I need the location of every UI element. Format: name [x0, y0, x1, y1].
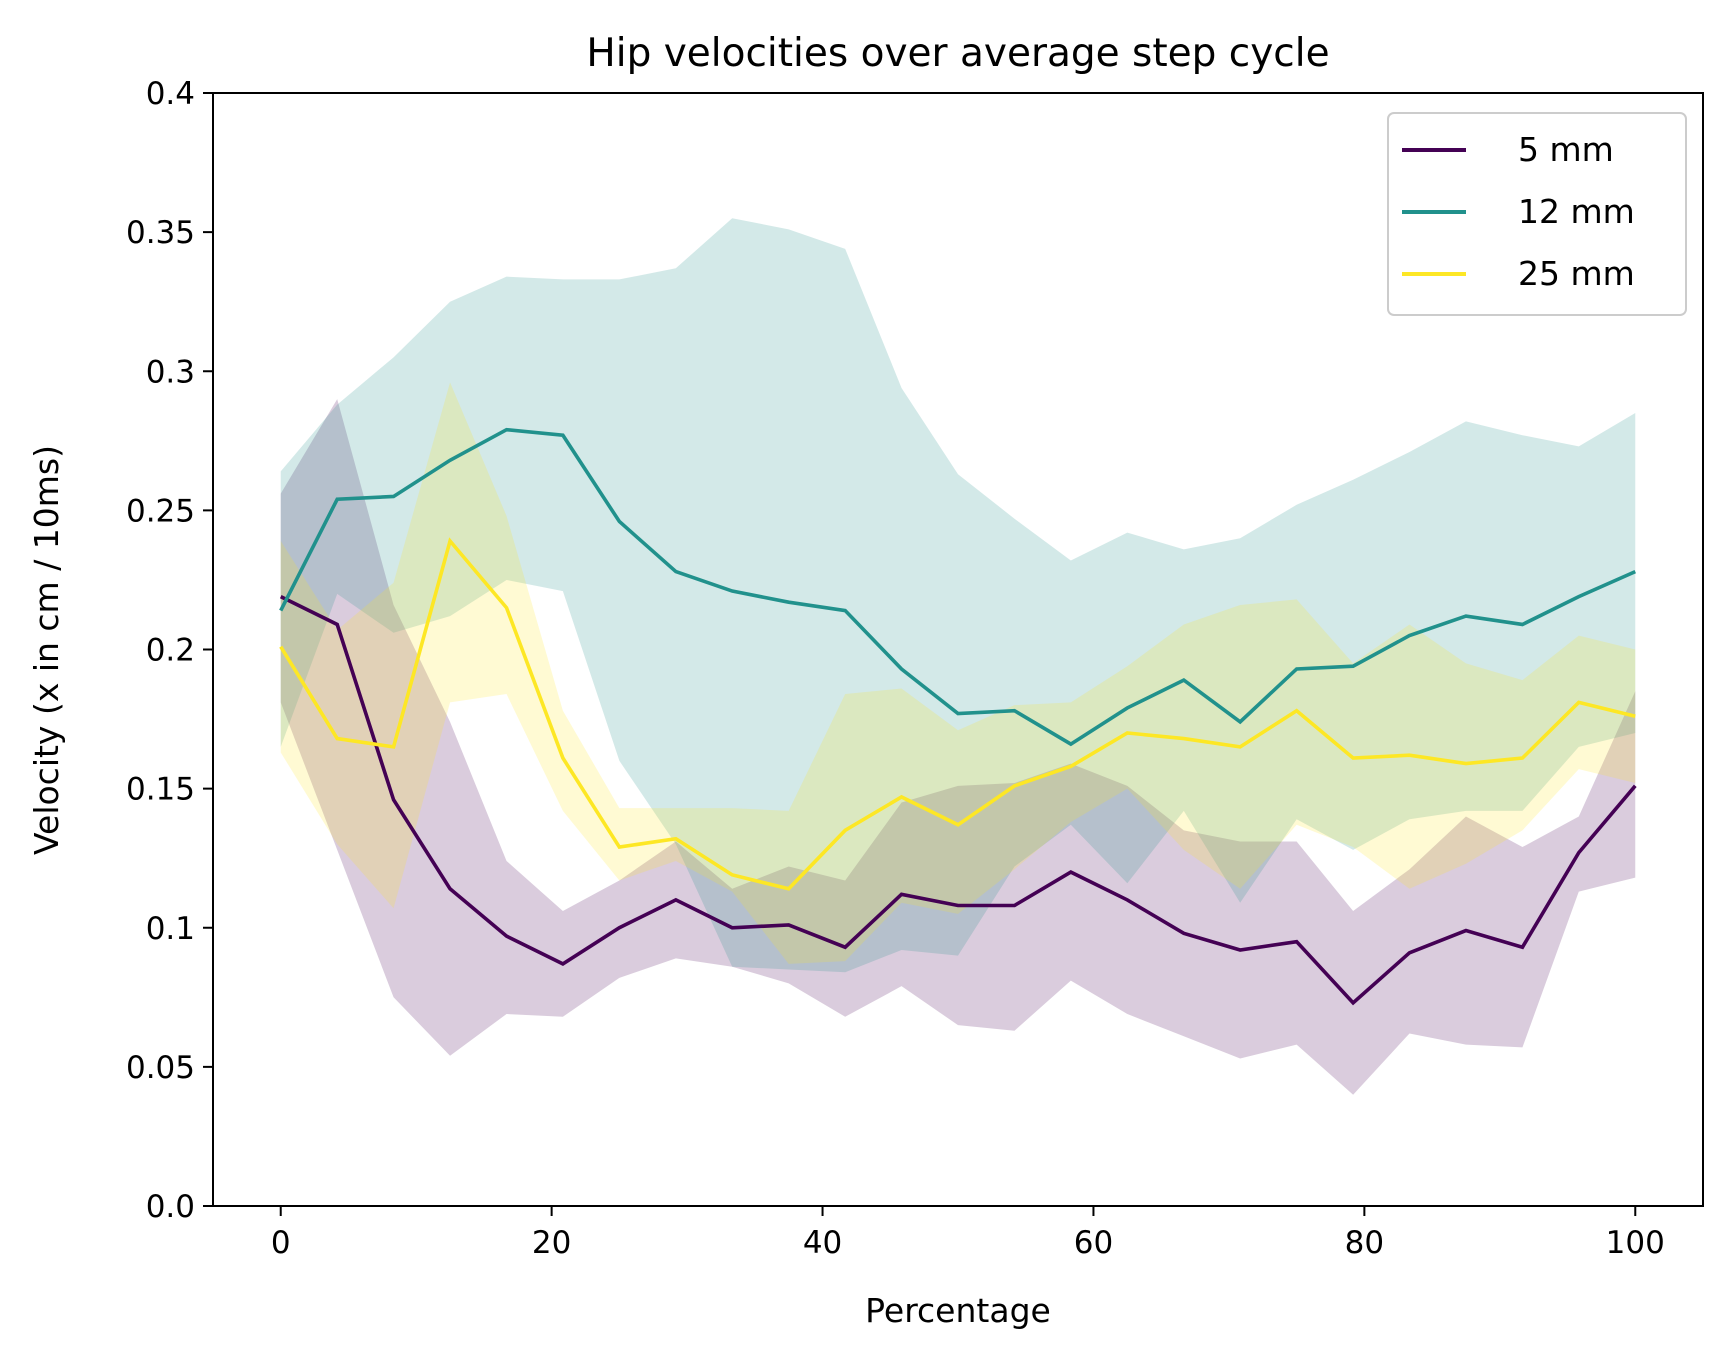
y-tick-label: 0.3 — [146, 354, 195, 390]
y-tick-label: 0.25 — [126, 493, 195, 529]
chart-title: Hip velocities over average step cycle — [586, 31, 1329, 76]
x-tick-label: 80 — [1345, 1225, 1384, 1261]
y-tick-label: 0.2 — [146, 633, 195, 669]
y-axis-title: Velocity (x in cm / 10ms) — [27, 445, 66, 855]
confidence-bands — [280, 218, 1636, 1095]
legend-label-5mm: 5 mm — [1518, 130, 1614, 169]
x-axis-title: Percentage — [865, 1291, 1051, 1330]
legend-box — [1387, 112, 1687, 316]
x-tick-label: 40 — [803, 1225, 842, 1261]
y-tick-label: 0.15 — [126, 772, 195, 808]
x-tick-label: 100 — [1606, 1225, 1665, 1261]
y-tick-label: 0.05 — [126, 1050, 195, 1086]
x-axis: 0 20 40 60 80 100 — [271, 1206, 1665, 1261]
x-tick-label: 20 — [532, 1225, 571, 1261]
legend-label-12mm: 12 mm — [1518, 192, 1635, 231]
y-tick-label: 0.0 — [146, 1189, 195, 1225]
legend: 5 mm 12 mm 25 mm — [1387, 112, 1687, 316]
x-tick-label: 60 — [1074, 1225, 1113, 1261]
plot-area — [279, 218, 1637, 1095]
y-tick-label: 0.4 — [146, 76, 195, 112]
x-tick-label: 0 — [271, 1225, 291, 1261]
legend-label-25mm: 25 mm — [1518, 254, 1635, 293]
y-tick-label: 0.1 — [146, 911, 195, 947]
line-12mm — [279, 427, 1636, 747]
y-tick-label: 0.35 — [126, 215, 195, 251]
series-lines — [279, 427, 1637, 1006]
band-25mm — [280, 382, 1636, 964]
line-25mm — [279, 537, 1636, 891]
y-axis: 0.0 0.05 0.1 0.15 0.2 0.25 0.3 0.35 0.4 — [126, 76, 213, 1225]
band-12mm — [280, 218, 1636, 973]
band-5mm — [280, 399, 1636, 1095]
line-5mm — [279, 595, 1637, 1006]
